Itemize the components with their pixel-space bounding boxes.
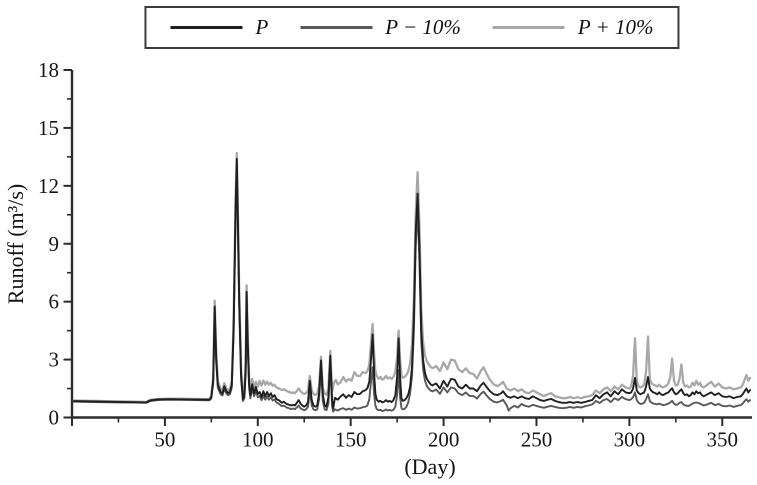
x-tick-label: 150 (335, 428, 367, 452)
series-line-p-10- (72, 151, 752, 404)
legend-line-swatch (492, 26, 565, 29)
y-tick-label: 3 (49, 348, 60, 372)
x-tick-label: 100 (242, 428, 274, 452)
x-axis-title: (Day) (404, 454, 455, 479)
x-tick-label: 350 (707, 428, 739, 452)
axes-group: 50 100 150 200 250 300 350 0 3 6 9 12 15 18 (38, 58, 752, 452)
y-tick-label: 12 (38, 174, 59, 198)
legend-item-p-10-: P + 10% (492, 15, 654, 40)
y-tick-label: 18 (38, 58, 59, 82)
chart-legend: P P − 10% P + 10% (144, 6, 680, 49)
x-tick-label: 50 (154, 428, 175, 452)
legend-item-p-10-: P − 10% (300, 15, 461, 40)
series-line-p (72, 157, 752, 410)
legend-item-p: P (170, 15, 268, 40)
y-tick-label: 15 (38, 116, 59, 140)
legend-label: P (255, 15, 269, 39)
y-axis-title: Runoff (m³/s) (3, 184, 28, 304)
y-tick-label: 6 (49, 290, 60, 314)
x-tick-label: 200 (428, 428, 460, 452)
x-tick-label: 250 (521, 428, 553, 452)
legend-line-swatch (300, 26, 373, 29)
legend-label: P − 10% (385, 15, 461, 39)
x-tick-label: 300 (614, 428, 646, 452)
y-tick-label: 0 (49, 406, 60, 430)
legend-line-swatch (170, 26, 243, 29)
y-tick-label: 9 (49, 232, 60, 256)
legend-label: P + 10% (577, 15, 654, 39)
series-group (72, 151, 752, 413)
